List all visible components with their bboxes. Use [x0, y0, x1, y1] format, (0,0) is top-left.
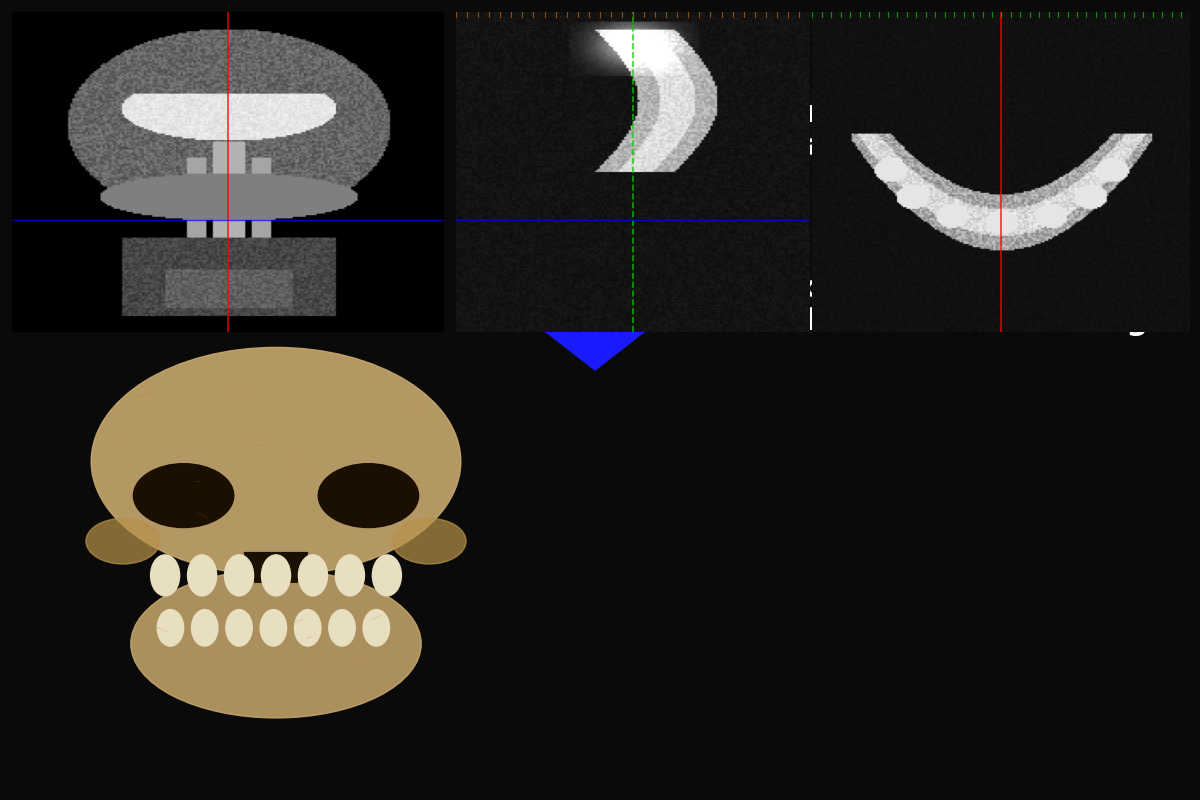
Text: Pathology across multiple planes
as viewed from CBCT scanning: Pathology across multiple planes as view…	[600, 274, 1170, 336]
Ellipse shape	[364, 610, 390, 646]
Ellipse shape	[392, 518, 466, 564]
Ellipse shape	[299, 555, 328, 596]
Ellipse shape	[336, 555, 365, 596]
Ellipse shape	[91, 347, 461, 575]
Ellipse shape	[187, 555, 217, 596]
Polygon shape	[245, 553, 307, 582]
Ellipse shape	[226, 610, 252, 646]
Ellipse shape	[133, 464, 234, 527]
Ellipse shape	[318, 464, 419, 527]
Ellipse shape	[157, 610, 184, 646]
Ellipse shape	[294, 610, 320, 646]
Ellipse shape	[329, 610, 355, 646]
Text: Dental rendering for patient
education and decisons: Dental rendering for patient education a…	[683, 98, 1170, 162]
Ellipse shape	[192, 610, 218, 646]
Ellipse shape	[131, 570, 421, 718]
Ellipse shape	[372, 555, 401, 596]
Ellipse shape	[260, 610, 287, 646]
Ellipse shape	[151, 555, 180, 596]
Ellipse shape	[262, 555, 290, 596]
Polygon shape	[505, 110, 635, 210]
Ellipse shape	[224, 555, 253, 596]
Ellipse shape	[86, 518, 160, 564]
Polygon shape	[540, 275, 650, 370]
